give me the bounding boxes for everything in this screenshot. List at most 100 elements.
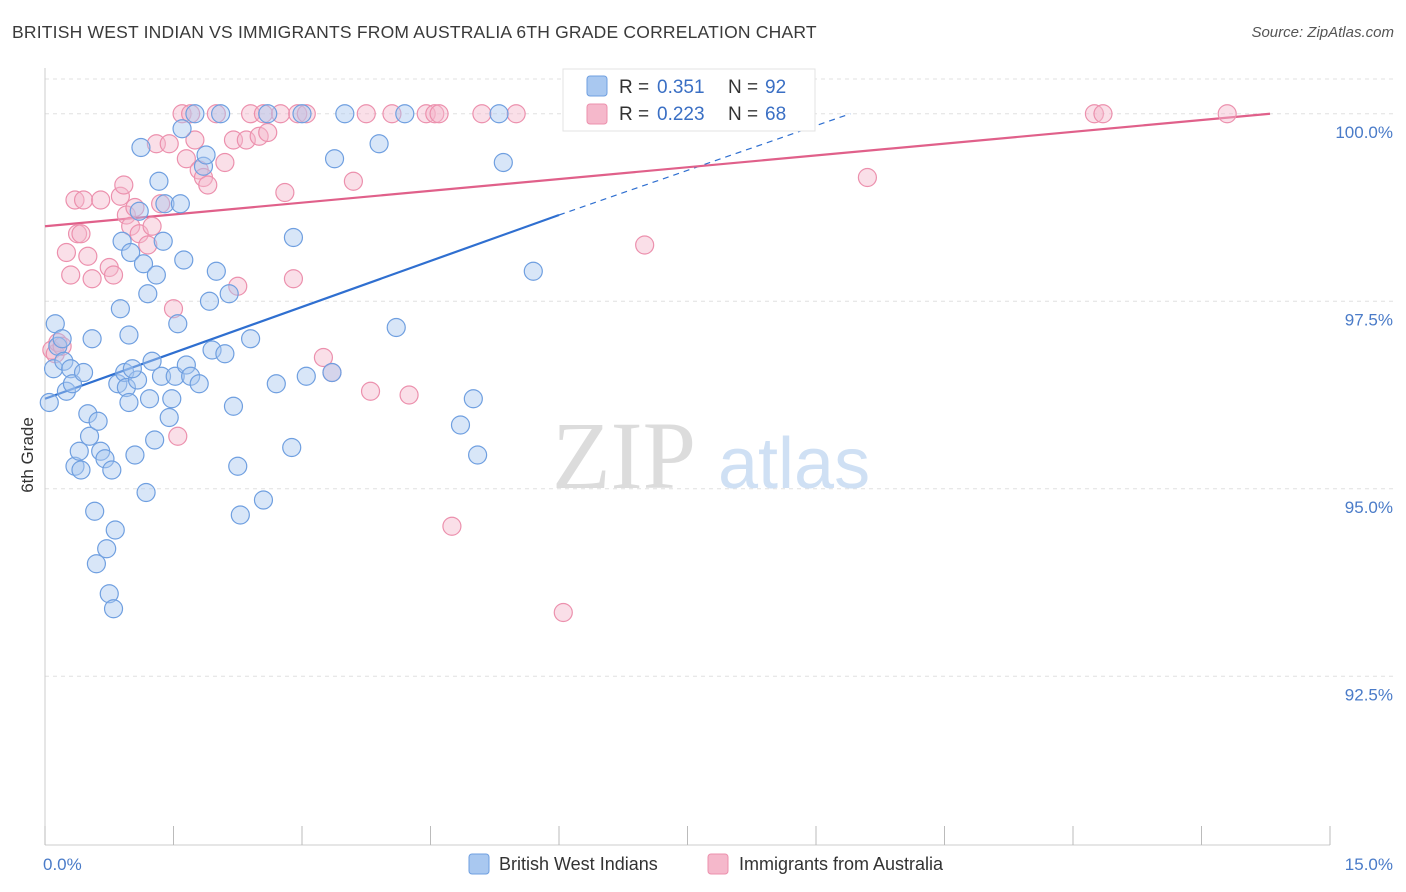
y-tick-label: 100.0% — [1335, 123, 1393, 142]
point-immigrant-australia — [857, 167, 878, 188]
point-immigrant-australia — [425, 104, 445, 124]
legend-swatch-pink — [586, 103, 608, 125]
point-immigrant-australia — [553, 602, 573, 623]
point-british-west-indian — [65, 456, 85, 476]
point-british-west-indian — [463, 389, 483, 409]
point-british-west-indian — [122, 359, 142, 379]
point-british-west-indian — [136, 482, 156, 503]
point-british-west-indian — [335, 104, 355, 124]
point-immigrant-australia — [82, 269, 102, 289]
point-immigrant-australia — [151, 194, 171, 214]
legend-bottom-label-1: Immigrants from Australia — [739, 854, 944, 874]
point-immigrant-australia — [114, 175, 134, 195]
point-british-west-indian — [206, 261, 226, 281]
point-british-west-indian — [146, 265, 166, 285]
point-immigrant-australia — [1093, 104, 1113, 124]
point-british-west-indian — [266, 374, 286, 394]
point-british-west-indian — [523, 261, 543, 281]
point-british-west-indian — [292, 104, 312, 124]
point-british-west-indian — [219, 284, 239, 304]
point-british-west-indian — [110, 299, 130, 319]
point-british-west-indian — [85, 501, 105, 521]
point-british-west-indian — [103, 599, 124, 619]
legend-top: R = 0.351 N = 92 R = 0.223 N = 68 — [562, 68, 816, 132]
point-british-west-indian — [121, 242, 141, 263]
point-immigrant-australia — [236, 130, 256, 150]
trend-line-pink — [44, 112, 1271, 228]
point-british-west-indian — [125, 445, 145, 465]
point-british-west-indian — [168, 314, 188, 334]
point-british-west-indian — [176, 355, 196, 375]
point-british-west-indian — [129, 201, 149, 221]
point-british-west-indian — [253, 490, 274, 510]
point-british-west-indian — [324, 149, 345, 169]
point-british-west-indian — [153, 231, 173, 251]
y-tick-labels: 100.0% 97.5% 95.0% 92.5% — [1335, 123, 1393, 705]
point-british-west-indian — [127, 370, 148, 390]
point-immigrant-australia — [635, 235, 655, 255]
point-british-west-indian — [56, 381, 77, 401]
point-british-west-indian — [386, 317, 406, 338]
legend-bottom-swatch-blue — [468, 853, 490, 875]
point-british-west-indian — [296, 366, 316, 386]
point-immigrant-australia — [91, 190, 111, 210]
point-british-west-indian — [151, 366, 172, 386]
point-british-west-indian — [139, 389, 160, 409]
point-british-west-indian — [61, 359, 81, 379]
point-immigrant-australia — [1217, 104, 1237, 124]
point-british-west-indian — [450, 415, 471, 435]
point-british-west-indian — [174, 250, 194, 270]
point-immigrant-australia — [296, 104, 316, 124]
legend-r-label-0: R = — [619, 77, 649, 98]
trend-line-blue — [44, 213, 560, 400]
point-immigrant-australia — [176, 149, 196, 169]
point-british-west-indian — [73, 362, 94, 383]
point-british-west-indian — [283, 227, 304, 248]
point-british-west-indian — [149, 171, 169, 191]
point-british-west-indian — [211, 104, 231, 124]
point-british-west-indian — [54, 351, 74, 371]
point-immigrant-australia — [356, 104, 376, 124]
point-british-west-indian — [145, 430, 165, 450]
point-british-west-indian — [258, 104, 278, 124]
y-tick-label: 95.0% — [1345, 498, 1393, 517]
point-british-west-indian — [199, 291, 220, 311]
point-immigrant-australia — [258, 122, 278, 143]
point-british-west-indian — [493, 152, 513, 173]
legend-r-label-1: R = — [619, 104, 649, 125]
point-british-west-indian — [102, 460, 122, 480]
point-immigrant-australia — [61, 265, 81, 285]
point-british-west-indian — [196, 145, 216, 165]
point-british-west-indian — [69, 441, 89, 461]
legend-n-label-1: N = — [728, 104, 758, 125]
points-immigrants-from-australia — [42, 104, 1237, 623]
point-british-west-indian — [86, 554, 107, 574]
point-immigrant-australia — [442, 516, 462, 536]
point-british-west-indian — [131, 137, 151, 158]
point-british-west-indian — [52, 329, 72, 349]
point-immigrant-australia — [360, 381, 381, 401]
point-british-west-indian — [97, 539, 117, 559]
watermark: ZIP atlas — [552, 402, 870, 509]
point-immigrant-australia — [110, 186, 130, 206]
point-british-west-indian — [95, 449, 115, 469]
point-immigrant-australia — [198, 175, 218, 195]
point-immigrant-australia — [472, 104, 492, 124]
legend-r-value-0: 0.351 — [657, 77, 705, 98]
legend-n-value-0: 92 — [765, 77, 786, 98]
grid-lines — [45, 78, 1395, 677]
legend-n-label-0: N = — [728, 77, 758, 98]
point-british-west-indian — [395, 104, 415, 124]
y-tick-label: 92.5% — [1345, 685, 1393, 704]
point-british-west-indian — [282, 437, 302, 458]
point-immigrant-australia — [506, 104, 526, 124]
x-tick-label: 0.0% — [43, 855, 82, 874]
point-british-west-indian — [189, 374, 209, 394]
point-british-west-indian — [228, 456, 248, 476]
point-immigrant-australia — [399, 385, 419, 405]
point-british-west-indian — [82, 329, 102, 349]
x-tick-labels: 0.0% 15.0% — [43, 855, 1393, 874]
point-immigrant-australia — [103, 265, 124, 285]
chart-title: BRITISH WEST INDIAN VS IMMIGRANTS FROM A… — [12, 22, 817, 42]
point-immigrant-australia — [52, 336, 72, 356]
